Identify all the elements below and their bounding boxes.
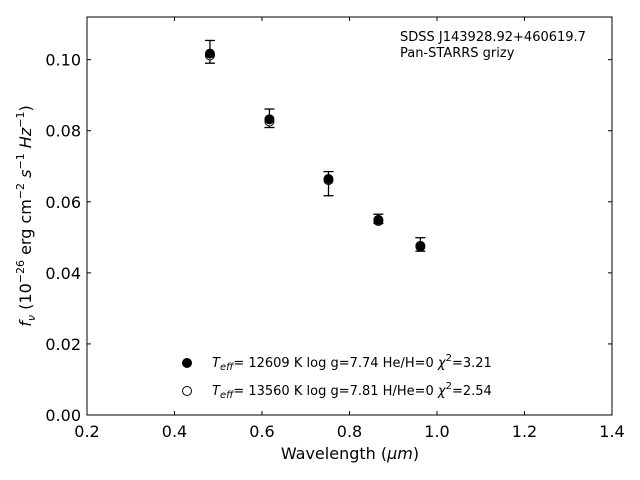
x-tick-label: 1.4: [599, 422, 624, 441]
model-point-filled: [373, 214, 384, 225]
y-axis-label: fν (10−26 erg cm−2 s−1 Hz−1): [14, 105, 38, 326]
annotation-line-2: Pan-STARRS grizy: [400, 46, 515, 61]
error-bars: [204, 39, 426, 252]
model-point-filled: [264, 114, 275, 125]
legend: Teff= 12609 K log g=7.74 He/H=0 χ2=3.21 …: [182, 353, 492, 401]
y-tick-label: 0.08: [45, 122, 81, 141]
legend-entry-1: Teff= 12609 K log g=7.74 He/H=0 χ2=3.21: [212, 353, 492, 373]
legend-marker-filled: [182, 358, 192, 368]
annotation-line-1: SDSS J143928.92+460619.7: [400, 30, 586, 45]
x-tick-label: 1.2: [512, 422, 537, 441]
x-tick-label: 0.6: [249, 422, 274, 441]
x-axis-label: Wavelength (μm): [281, 444, 419, 463]
model-point-filled: [415, 240, 426, 251]
y-tick-label: 0.04: [45, 264, 81, 283]
y-tick-label: 0.02: [45, 335, 81, 354]
x-tick-label: 0.4: [162, 422, 187, 441]
x-tick-label: 0.8: [337, 422, 362, 441]
x-tick-label: 0.2: [74, 422, 99, 441]
legend-entry-2: Teff= 13560 K log g=7.81 H/He=0 χ2=2.54: [212, 381, 492, 401]
y-tick-label: 0.06: [45, 193, 81, 212]
x-axis-ticks: 0.2 0.4 0.6 0.8 1.0 1.2 1.4: [74, 17, 625, 441]
model-point-filled: [204, 48, 215, 59]
y-axis-ticks: 0.00 0.02 0.04 0.06 0.08 0.10: [45, 51, 612, 425]
model-point-filled: [323, 174, 334, 185]
y-tick-label: 0.00: [45, 406, 81, 425]
x-tick-label: 1.0: [424, 422, 449, 441]
y-tick-label: 0.10: [45, 51, 81, 70]
legend-marker-open: [182, 386, 192, 396]
data-markers: [204, 48, 426, 252]
